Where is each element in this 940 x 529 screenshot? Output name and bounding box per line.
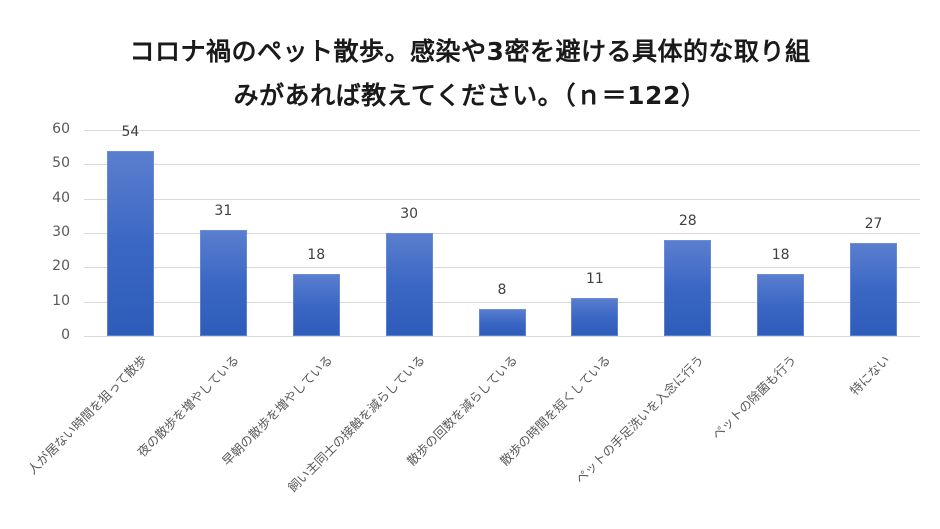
bar (292, 274, 340, 336)
y-tick-label: 60 (52, 121, 70, 137)
bar (850, 243, 898, 336)
gridline (84, 198, 920, 200)
bar (385, 233, 433, 336)
bar (199, 229, 247, 336)
y-tick-label: 20 (52, 258, 70, 275)
plot-area: 54 31 18 30 8 11 28 18 27 (84, 124, 920, 337)
data-label: 54 (121, 123, 140, 140)
x-category-label: 特にない (846, 352, 893, 399)
data-label: 11 (585, 271, 604, 288)
gridline (84, 164, 920, 166)
data-label: 27 (864, 216, 883, 233)
chart-title-line-1: コロナ禍のペット散歩。感染や3密を避ける具体的な取り組 (129, 37, 811, 66)
y-tick-label: 30 (52, 224, 70, 240)
data-label: 8 (497, 281, 507, 298)
y-tick-label: 50 (52, 155, 70, 172)
gridline (84, 336, 920, 337)
gridline (84, 233, 920, 234)
x-category-label: 人が居ない時間を狙って散歩 (24, 352, 150, 478)
data-label: 18 (771, 247, 790, 264)
chart-title-line-2: みがあれば教えてください。（ｎ＝122） (233, 81, 707, 110)
bar (757, 274, 805, 336)
bar (106, 150, 154, 336)
y-tick-label: 40 (52, 189, 70, 206)
data-label: 28 (678, 212, 697, 229)
bar (664, 239, 712, 336)
data-label: 30 (400, 206, 419, 222)
y-tick-label: 10 (52, 292, 70, 309)
data-label: 31 (214, 202, 233, 219)
data-label: 18 (307, 247, 326, 264)
bar (478, 308, 526, 336)
gridline (84, 130, 920, 131)
x-category-label: ペットの除菌も行う (709, 352, 800, 443)
x-category-label: 夜の散歩を増やしている (134, 352, 243, 460)
gridline (84, 301, 920, 303)
bar (571, 298, 619, 336)
gridline (84, 267, 920, 269)
y-tick-label: 0 (61, 327, 70, 343)
